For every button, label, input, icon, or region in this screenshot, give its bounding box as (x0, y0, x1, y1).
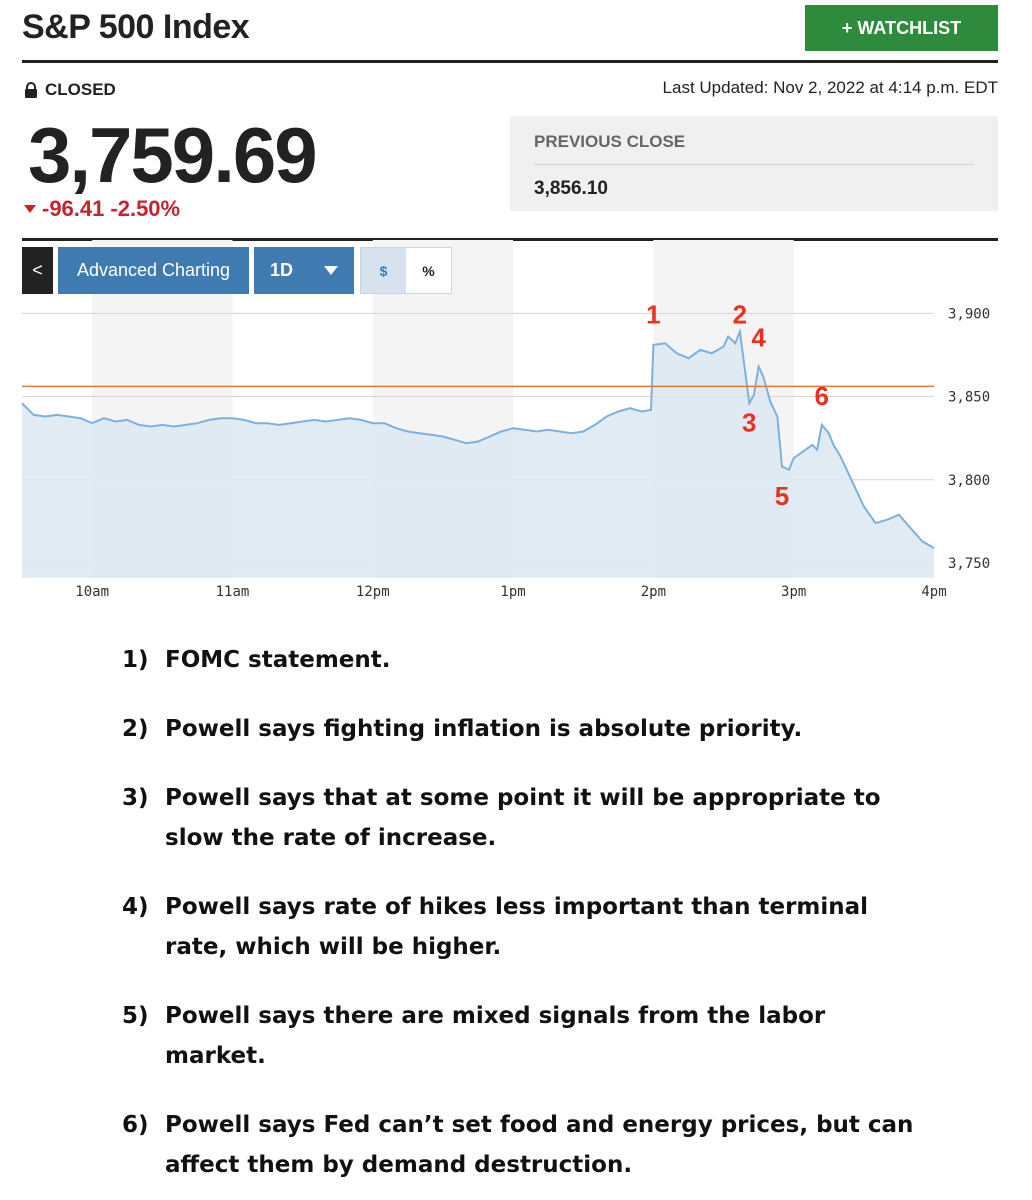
y-tick-label: 3,750 (948, 556, 990, 572)
note-text: Powell says Fed can’t set food and energ… (165, 1112, 914, 1178)
note-number: 6) (122, 1112, 149, 1138)
percent-toggle[interactable]: % (406, 248, 451, 293)
price-line (21, 327, 935, 549)
x-tick-label: 3pm (781, 584, 806, 600)
dollar-toggle[interactable]: $ (361, 248, 406, 293)
x-tick-label: 12pm (356, 584, 390, 600)
event-marker: 2 (733, 299, 747, 329)
x-tick-label: 10am (75, 584, 109, 600)
watchlist-button[interactable]: + WATCHLIST (805, 5, 998, 51)
previous-close-divider (534, 164, 974, 165)
y-tick-label: 3,900 (948, 306, 990, 322)
advanced-charting-button[interactable]: Advanced Charting (58, 247, 249, 294)
note-number: 3) (122, 785, 149, 811)
note-number: 2) (122, 716, 149, 742)
y-tick-label: 3,800 (948, 473, 990, 489)
previous-close-label: PREVIOUS CLOSE (534, 132, 686, 151)
event-marker: 1 (646, 299, 660, 329)
note-item: 4) Powell says rate of hikes less importa… (122, 887, 922, 967)
note-text: Powell says fighting inflation is absolu… (165, 716, 803, 742)
note-item: 5) Powell says there are mixed signals fr… (122, 996, 922, 1076)
range-dropdown[interactable]: 1D (254, 247, 354, 294)
previous-close-value: 3,856.10 (534, 178, 608, 199)
down-arrow-icon (24, 205, 36, 213)
annotation-notes: 1) FOMC statement. 2) Powell says fighting … (122, 640, 922, 1200)
lock-icon (24, 82, 38, 98)
event-marker: 4 (751, 323, 766, 353)
note-text: Powell says that at some point it will b… (165, 785, 881, 851)
x-tick-label: 2pm (641, 584, 666, 600)
collapse-button[interactable]: < (22, 247, 53, 294)
page-title: S&P 500 Index (22, 8, 250, 46)
x-tick-label: 4pm (921, 584, 946, 600)
chart-toolbar: < Advanced Charting 1D $ % (22, 247, 452, 295)
range-label: 1D (270, 260, 294, 280)
note-text: Powell says there are mixed signals from… (165, 1003, 826, 1069)
market-status: CLOSED (24, 80, 116, 100)
header-divider (22, 60, 998, 63)
change-percent: -2.50% (110, 196, 181, 221)
note-text: FOMC statement. (165, 647, 391, 673)
chevron-down-icon (324, 266, 338, 275)
note-item: 2) Powell says fighting inflation is abso… (122, 709, 922, 749)
price-area (22, 331, 934, 578)
x-tick-label: 11am (216, 584, 250, 600)
x-tick-label: 1pm (500, 584, 525, 600)
event-marker: 5 (775, 481, 789, 511)
value-mode-toggle: $ % (360, 247, 452, 294)
intraday-chart: 3,900 3,850 3,800 3,750 10am 11am 12pm 1pm 2pm 3… (21, 240, 990, 600)
note-text: Powell says rate of hikes less important… (165, 894, 869, 960)
last-price: 3,759.69 (28, 111, 318, 199)
note-item: 1) FOMC statement. (122, 640, 922, 680)
y-tick-label: 3,850 (948, 390, 990, 406)
previous-close-panel: PREVIOUS CLOSE 3,856.10 (510, 116, 998, 211)
change-value: -96.41 (42, 196, 105, 221)
note-number: 4) (122, 894, 149, 920)
event-marker: 3 (742, 408, 756, 438)
note-number: 5) (122, 1003, 149, 1029)
last-updated: Last Updated: Nov 2, 2022 at 4:14 p.m. E… (662, 78, 998, 97)
price-change: -96.41 -2.50% (24, 196, 180, 222)
chart-divider (22, 238, 998, 241)
event-marker: 6 (815, 381, 829, 411)
status-label: CLOSED (45, 80, 116, 99)
note-number: 1) (122, 647, 149, 673)
note-item: 3) Powell says that at some point it will… (122, 778, 922, 858)
note-item: 6) Powell says Fed can’t set food and ene… (122, 1105, 922, 1185)
